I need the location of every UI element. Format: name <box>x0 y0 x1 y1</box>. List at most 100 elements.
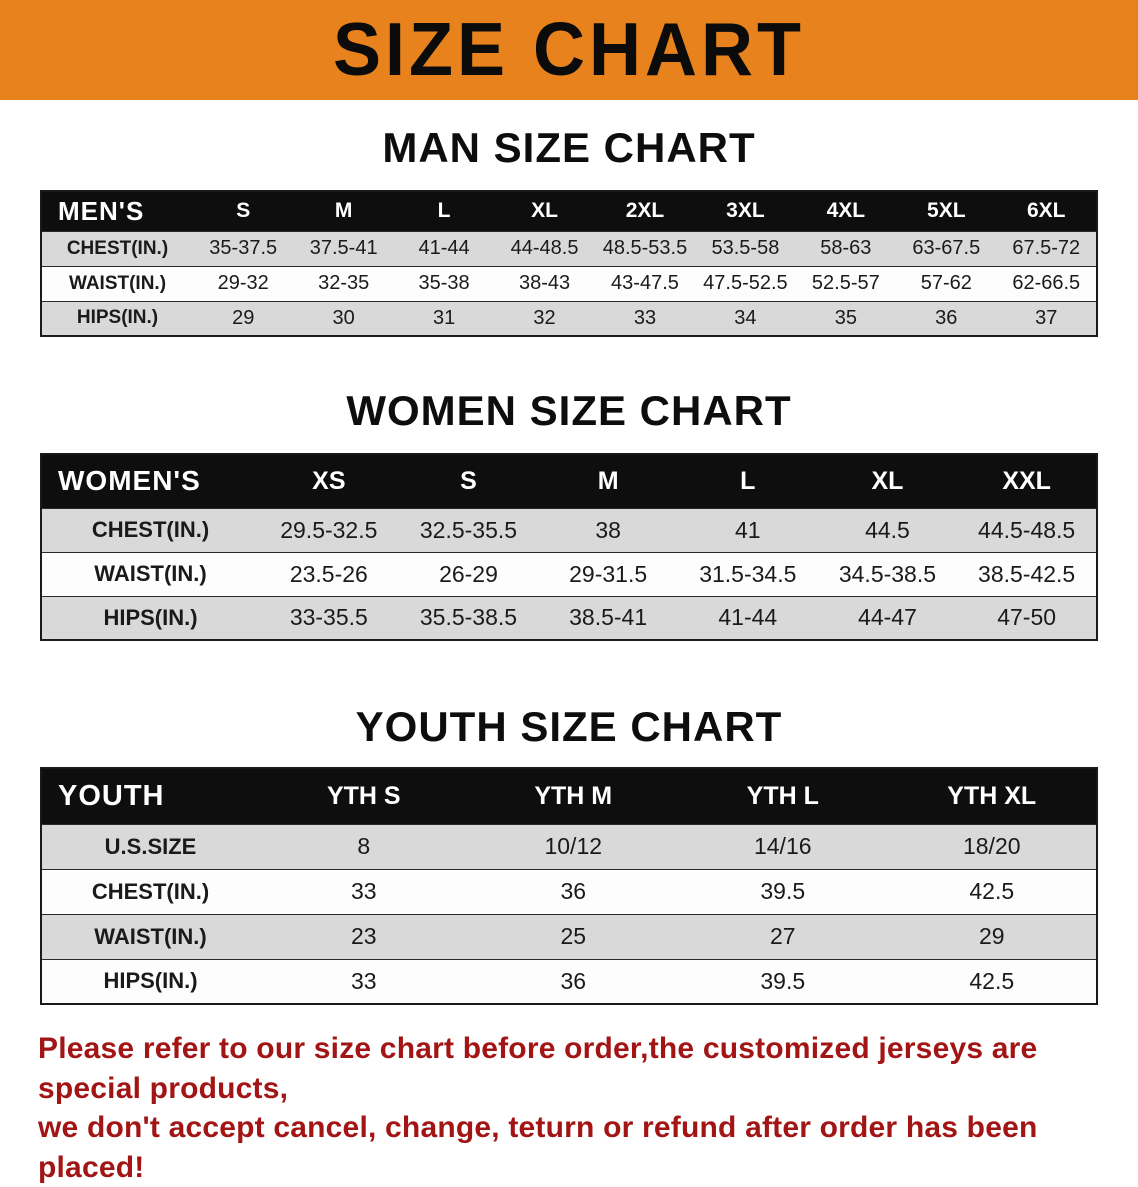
table-title-cell: YOUTH <box>58 779 165 812</box>
table-row: U.S.SIZE 8 10/12 14/16 18/20 <box>41 823 1097 869</box>
value-cell: 14/16 <box>678 823 888 869</box>
womens-size-table: WOMEN'S XS S M L XL XXL CHEST(IN.) 29.5-32.5 32.5… <box>40 453 1098 641</box>
value-cell: 63-67.5 <box>896 230 997 266</box>
size-header-cell: L <box>740 466 756 495</box>
value-cell: 36 <box>468 958 678 1004</box>
row-label-cell: WAIST(IN.) <box>41 265 193 301</box>
value-cell: 38-43 <box>494 265 595 301</box>
value-cell: 29 <box>193 300 294 336</box>
table-row: WAIST(IN.) 23 25 27 29 <box>41 913 1097 959</box>
value-cell: 39.5 <box>678 868 888 914</box>
table-row: HIPS(IN.) 29 30 31 32 33 34 35 36 37 <box>41 300 1097 336</box>
value-cell: 53.5-58 <box>695 230 796 266</box>
size-header-cell: YTH L <box>746 781 819 810</box>
table-header-row: WOMEN'S XS S M L XL XXL <box>41 454 1097 508</box>
size-table: YOUTH YTH S YTH M YTH L YTH XL U.S.SIZE 8 10/12… <box>40 767 1098 1005</box>
row-label-cell: WAIST(IN.) <box>41 913 259 959</box>
size-header-cell: XS <box>312 466 346 495</box>
value-cell: 39.5 <box>678 958 888 1004</box>
value-cell: 31 <box>393 300 495 336</box>
women-section: WOMEN SIZE CHART WOMEN'S XS S M L XL XXL CHEST(… <box>0 387 1138 641</box>
table-title-cell: MEN'S <box>58 195 145 226</box>
row-label-cell: CHEST(IN.) <box>41 868 259 914</box>
value-cell: 30 <box>293 300 394 336</box>
man-size-chart-heading: MAN SIZE CHART <box>382 124 756 171</box>
value-cell: 47-50 <box>957 595 1097 640</box>
size-header-cell: XL <box>871 466 904 495</box>
value-cell: 27 <box>678 913 888 959</box>
value-cell: 23 <box>259 913 469 959</box>
value-cell: 32-35 <box>293 265 394 301</box>
value-cell: 43-47.5 <box>594 265 696 301</box>
value-cell: 62-66.5 <box>996 265 1097 301</box>
size-header-cell: 6XL <box>1026 199 1066 223</box>
value-cell: 57-62 <box>896 265 997 301</box>
value-cell: 33 <box>594 300 696 336</box>
table-title-cell: WOMEN'S <box>58 465 201 497</box>
value-cell: 41-44 <box>393 230 495 266</box>
order-policy-note: Please refer to our size chart before or… <box>38 1029 1100 1187</box>
value-cell: 32.5-35.5 <box>398 507 539 552</box>
table-row: CHEST(IN.) 33 36 39.5 42.5 <box>41 868 1097 914</box>
table-row: WAIST(IN.) 23.5-26 26-29 29-31.5 31.5-34.5 34… <box>41 551 1097 596</box>
value-cell: 47.5-52.5 <box>695 265 796 301</box>
size-table: WOMEN'S XS S M L XL XXL CHEST(IN.) 29.5-32.5 32.5… <box>40 453 1098 641</box>
value-cell: 44-48.5 <box>494 230 595 266</box>
value-cell: 48.5-53.5 <box>594 230 696 266</box>
value-cell: 35.5-38.5 <box>398 595 539 640</box>
size-table: MEN'S S M L XL 2XL 3XL 4XL 5XL 6XL CHEST(IN.) 35-37… <box>40 190 1098 337</box>
value-cell: 36 <box>896 300 997 336</box>
value-cell: 38 <box>538 507 678 552</box>
row-label-cell: CHEST(IN.) <box>41 230 193 266</box>
size-header-cell: YTH XL <box>947 781 1037 810</box>
value-cell: 35-37.5 <box>193 230 294 266</box>
value-cell: 52.5-57 <box>795 265 897 301</box>
value-cell: 29 <box>887 913 1097 959</box>
value-cell: 33-35.5 <box>259 595 399 640</box>
size-header-cell: M <box>597 466 619 495</box>
value-cell: 8 <box>259 823 469 869</box>
size-header-cell: S <box>236 199 251 223</box>
table-row: HIPS(IN.) 33-35.5 35.5-38.5 38.5-41 41-44 44-… <box>41 595 1097 640</box>
order-policy-note-line-1: Please refer to our size chart before or… <box>38 1032 1038 1105</box>
table-row: HIPS(IN.) 33 36 39.5 42.5 <box>41 958 1097 1004</box>
table-row: CHEST(IN.) 35-37.5 37.5-41 41-44 44-48.5 48.5… <box>41 230 1097 266</box>
row-label-cell: HIPS(IN.) <box>41 300 193 336</box>
youth-size-chart-heading: YOUTH SIZE CHART <box>355 703 783 750</box>
men-section: MAN SIZE CHART MEN'S S M L XL 2XL 3XL 4XL 5XL 6XL… <box>0 124 1138 337</box>
size-header-cell: 4XL <box>826 199 866 223</box>
value-cell: 31.5-34.5 <box>677 551 818 596</box>
value-cell: 32 <box>494 300 595 336</box>
value-cell: 23.5-26 <box>259 551 399 596</box>
value-cell: 10/12 <box>468 823 678 869</box>
value-cell: 33 <box>259 868 469 914</box>
size-header-cell: S <box>460 466 477 495</box>
row-label-cell: CHEST(IN.) <box>41 507 259 552</box>
value-cell: 35-38 <box>393 265 495 301</box>
size-header-cell: M <box>334 199 353 223</box>
row-label-cell: HIPS(IN.) <box>41 595 259 640</box>
youth-section: YOUTH SIZE CHART YOUTH YTH S YTH M YTH L YTH… <box>0 703 1138 1005</box>
row-label-cell: HIPS(IN.) <box>41 958 259 1004</box>
table-row: WAIST(IN.) 29-32 32-35 35-38 38-43 43-47.5 47.… <box>41 265 1097 301</box>
value-cell: 37 <box>996 300 1097 336</box>
value-cell: 29.5-32.5 <box>259 507 399 552</box>
table-header-row: MEN'S S M L XL 2XL 3XL 4XL 5XL 6XL <box>41 191 1097 231</box>
size-header-cell: YTH M <box>534 781 613 810</box>
size-header-cell: L <box>437 199 451 223</box>
size-header-cell: XXL <box>1002 466 1051 495</box>
table-row: CHEST(IN.) 29.5-32.5 32.5-35.5 38 41 44.5 44.5… <box>41 507 1097 552</box>
size-header-cell: 3XL <box>726 199 765 223</box>
row-label-cell: U.S.SIZE <box>41 823 259 869</box>
value-cell: 42.5 <box>887 958 1097 1004</box>
value-cell: 44.5-48.5 <box>957 507 1097 552</box>
value-cell: 18/20 <box>887 823 1097 869</box>
size-header-cell: 5XL <box>927 199 966 223</box>
value-cell: 25 <box>468 913 678 959</box>
value-cell: 38.5-41 <box>538 595 678 640</box>
value-cell: 37.5-41 <box>293 230 394 266</box>
size-header-cell: 2XL <box>625 199 665 223</box>
value-cell: 67.5-72 <box>996 230 1097 266</box>
banner-title: SIZE CHART <box>333 8 805 93</box>
size-chart-banner: SIZE CHART <box>0 0 1138 100</box>
